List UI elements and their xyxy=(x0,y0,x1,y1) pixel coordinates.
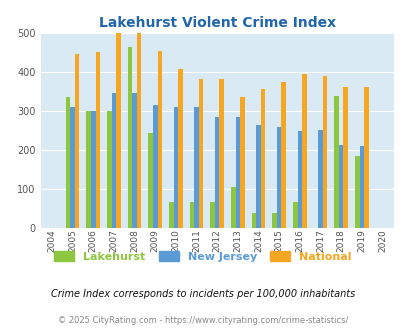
Bar xyxy=(333,96,338,228)
Bar xyxy=(322,76,326,228)
Bar xyxy=(173,107,178,228)
Bar xyxy=(194,107,198,228)
Bar xyxy=(301,74,306,228)
Text: © 2025 CityRating.com - https://www.cityrating.com/crime-statistics/: © 2025 CityRating.com - https://www.city… xyxy=(58,316,347,325)
Bar xyxy=(70,107,75,228)
Bar xyxy=(95,52,100,228)
Bar xyxy=(128,47,132,228)
Bar xyxy=(260,89,265,228)
Bar xyxy=(230,187,235,228)
Bar xyxy=(168,202,173,228)
Bar xyxy=(136,33,141,228)
Bar xyxy=(272,213,276,228)
Bar xyxy=(343,87,347,228)
Bar xyxy=(281,82,285,228)
Bar xyxy=(235,117,239,228)
Bar xyxy=(297,131,301,228)
Bar xyxy=(148,133,153,228)
Bar xyxy=(91,111,95,228)
Legend: Lakehurst, New Jersey, National: Lakehurst, New Jersey, National xyxy=(50,247,355,267)
Bar xyxy=(276,127,281,228)
Bar xyxy=(251,213,256,228)
Bar xyxy=(256,125,260,228)
Bar xyxy=(198,79,203,228)
Bar xyxy=(338,145,343,228)
Bar xyxy=(107,111,111,228)
Bar xyxy=(239,97,244,228)
Bar xyxy=(214,117,219,228)
Bar xyxy=(354,156,359,228)
Bar xyxy=(318,130,322,228)
Bar xyxy=(292,202,297,228)
Text: Crime Index corresponds to incidents per 100,000 inhabitants: Crime Index corresponds to incidents per… xyxy=(51,289,354,299)
Bar xyxy=(75,54,79,228)
Bar xyxy=(359,146,363,228)
Bar xyxy=(111,93,116,228)
Bar xyxy=(178,69,182,228)
Title: Lakehurst Violent Crime Index: Lakehurst Violent Crime Index xyxy=(98,16,335,30)
Bar xyxy=(132,93,136,228)
Bar xyxy=(66,97,70,228)
Bar xyxy=(116,21,120,228)
Bar xyxy=(189,202,194,228)
Bar xyxy=(210,202,214,228)
Bar xyxy=(157,50,162,228)
Bar xyxy=(86,111,91,228)
Bar xyxy=(153,105,157,228)
Bar xyxy=(219,79,224,228)
Bar xyxy=(363,87,368,228)
